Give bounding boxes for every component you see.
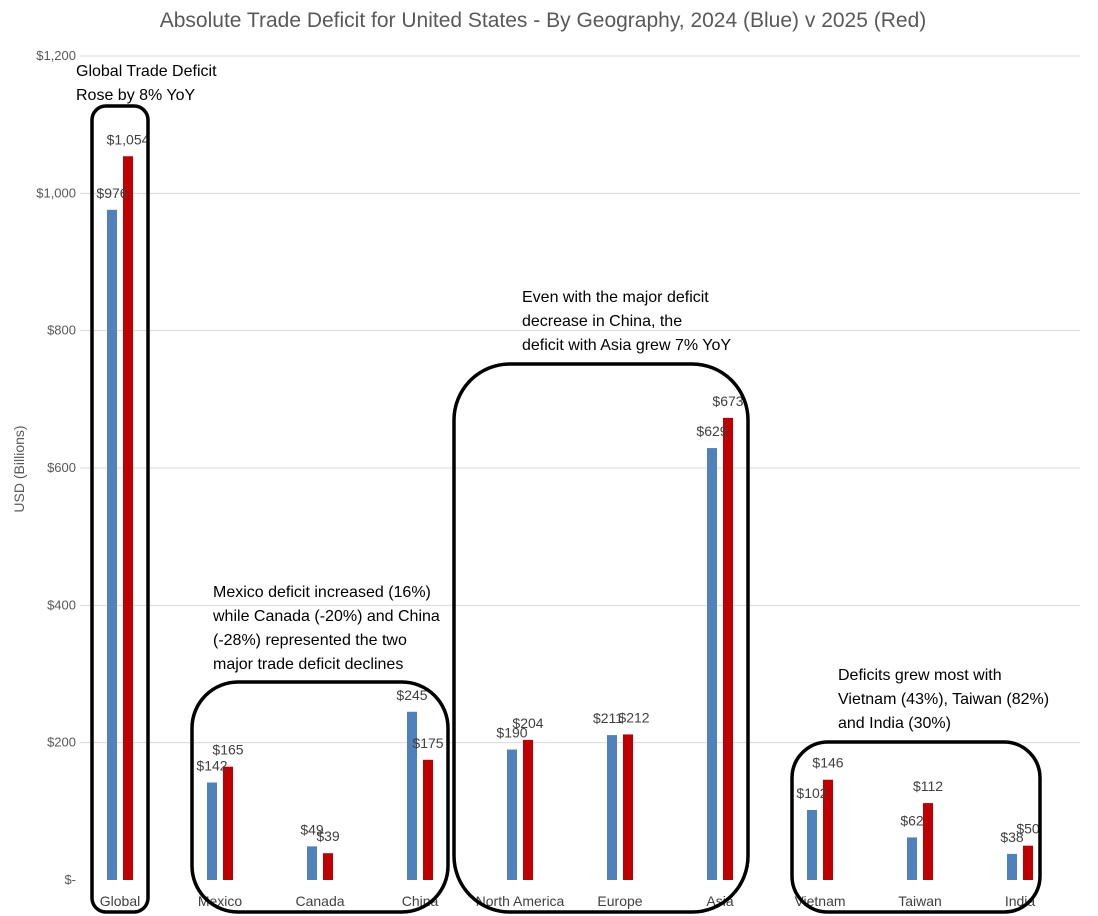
- x-tick-label: Global: [100, 893, 140, 909]
- x-tick-label: Taiwan: [898, 893, 942, 909]
- bars: [107, 156, 1033, 881]
- data-label: $211: [593, 710, 623, 726]
- annotation-text: while Canada (-20%) and China: [212, 608, 440, 625]
- annotation-text: Global Trade Deficit: [76, 63, 217, 80]
- data-label: $204: [512, 715, 543, 731]
- y-tick-label: $600: [47, 460, 76, 475]
- x-tick-label: Mexico: [198, 893, 243, 909]
- data-label: $49: [300, 821, 324, 837]
- bar-2025-europe: [623, 734, 633, 880]
- annotation-notes: Global Trade Deficit Rose by 8% YoY Mexico…: [76, 63, 1049, 732]
- bar-2024-mexico: [207, 782, 217, 880]
- annotation-text: Deficits grew most with: [838, 667, 1002, 684]
- bar-2025-canada: [323, 853, 333, 880]
- annotation-text: deficit with Asia grew 7% YoY: [522, 337, 731, 354]
- bar-2024-canada: [307, 846, 317, 880]
- chart-title: Absolute Trade Deficit for United States…: [160, 9, 927, 32]
- data-label: $142: [196, 757, 227, 773]
- bar-2024-global: [107, 209, 117, 880]
- annotation-boxes: [90, 104, 1042, 914]
- annotation-text: Mexico deficit increased (16%): [213, 584, 431, 601]
- data-label: $62: [900, 812, 924, 828]
- bar-2024-north-america: [507, 749, 517, 880]
- bar-2025-china: [423, 759, 433, 880]
- data-label: $629: [696, 423, 727, 439]
- bar-2025-taiwan: [923, 803, 933, 880]
- annotation-text: decrease in China, the: [522, 313, 682, 330]
- annotation-text: Rose by 8% YoY: [76, 87, 196, 104]
- data-label: $112: [913, 778, 943, 794]
- data-label: $165: [212, 742, 243, 758]
- annotation-box: [790, 740, 1042, 914]
- bar-2024-india: [1007, 853, 1017, 880]
- bar-2025-mexico: [223, 766, 233, 880]
- annotation-text: and India (30%): [838, 715, 951, 732]
- annotation-box: [90, 104, 150, 914]
- bar-2025-global: [123, 156, 133, 881]
- data-labels: $976 $1,054 $142$165 $49$39 $245 $175 $190$204…: [96, 131, 1039, 845]
- x-tick-label: North America: [476, 893, 565, 909]
- x-tick-label: Europe: [597, 893, 642, 909]
- data-label: $1,054: [107, 131, 150, 147]
- bar-2024-asia: [707, 448, 717, 880]
- data-label: $245: [396, 687, 427, 703]
- x-tick-label: Asia: [706, 893, 733, 909]
- annotation-text: Vietnam (43%), Taiwan (82%): [838, 691, 1049, 708]
- data-label: $50: [1016, 821, 1040, 837]
- bar-2024-europe: [607, 735, 617, 880]
- data-label: $190: [496, 725, 527, 741]
- y-tick-label: $800: [47, 323, 76, 338]
- y-axis-label: USD (Billions): [11, 425, 27, 512]
- y-tick-label: $200: [47, 735, 76, 750]
- y-tick-label: $-: [64, 872, 76, 887]
- data-label: $175: [412, 735, 443, 751]
- data-label: $102: [796, 785, 827, 801]
- annotation-text: major trade deficit declines: [213, 656, 403, 673]
- bar-2025-vietnam: [823, 779, 833, 880]
- y-tick-label: $400: [47, 597, 76, 612]
- data-label: $39: [316, 828, 340, 844]
- bar-2025-north-america: [523, 739, 533, 880]
- data-label: $146: [812, 755, 843, 771]
- annotation-text: (-28%) represented the two: [213, 632, 407, 649]
- annotation-box: [190, 680, 450, 914]
- bar-2024-taiwan: [907, 837, 917, 880]
- x-axis-ticks: Global Mexico Canada China North America Euro…: [100, 893, 1036, 909]
- bar-2025-asia: [723, 417, 733, 880]
- annotation-box: [452, 362, 750, 914]
- data-label: $212: [618, 709, 649, 725]
- bar-2024-china: [407, 711, 417, 880]
- data-label: $673: [712, 393, 743, 409]
- bar-2024-vietnam: [807, 809, 817, 880]
- data-label: $38: [1000, 829, 1024, 845]
- y-tick-label: $1,000: [36, 185, 76, 200]
- data-label: $976: [96, 185, 127, 201]
- annotation-text: Even with the major deficit: [522, 289, 709, 306]
- x-tick-label: Canada: [295, 893, 344, 909]
- y-tick-label: $1,200: [36, 48, 76, 63]
- bar-2025-india: [1023, 845, 1033, 880]
- y-axis-ticks: $- $200 $400 $600 $800 $1,000 $1,200: [36, 48, 76, 887]
